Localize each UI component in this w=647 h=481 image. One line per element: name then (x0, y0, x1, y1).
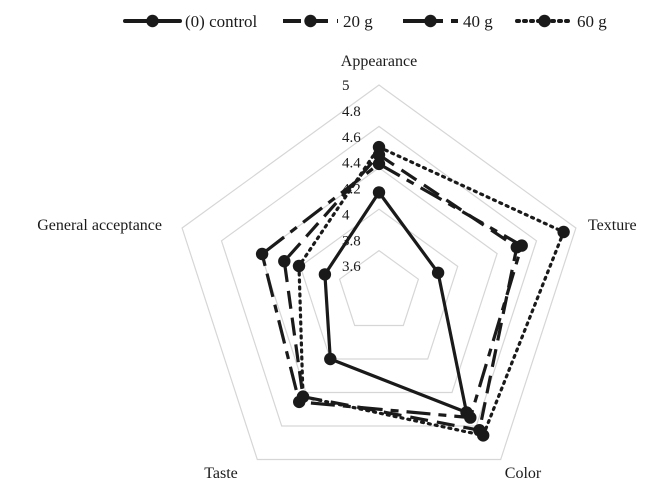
tick-label: 4 (342, 207, 350, 223)
series (292, 140, 570, 442)
tick-label: 5 (342, 78, 350, 94)
legend: (0) control 20 g 40 g 60 g (123, 12, 607, 31)
legend-marker (424, 14, 437, 28)
radar-grid (181, 84, 577, 461)
tick-label: 4.4 (342, 156, 361, 172)
data-point (372, 186, 386, 199)
grid-ring (299, 208, 459, 360)
series (278, 148, 523, 437)
axis-label: Taste (204, 465, 238, 481)
series-line (260, 162, 524, 420)
legend-label: 40 g (463, 12, 493, 31)
data-point (372, 157, 386, 171)
data-point (324, 352, 337, 366)
legend-item: 40 g (403, 12, 493, 31)
axis-label: Color (505, 465, 542, 481)
legend-label: (0) control (185, 12, 258, 31)
axis-label: Appearance (341, 53, 417, 70)
legend-item: 20 g (283, 12, 373, 31)
series-line (323, 190, 469, 414)
data-point (372, 140, 386, 154)
series-line (297, 145, 566, 437)
data-point (292, 259, 306, 273)
data-point (296, 390, 310, 403)
series-group (255, 140, 570, 442)
grid-ring (338, 249, 420, 327)
legend-marker (146, 14, 159, 28)
data-point (464, 411, 477, 424)
tick-label: 4.6 (342, 130, 361, 146)
data-point (278, 255, 291, 268)
data-point (431, 266, 445, 279)
data-point (557, 225, 570, 239)
data-point (318, 268, 332, 281)
data-point (255, 247, 269, 261)
tick-labels: 3.63.844.24.44.64.85 (342, 78, 361, 275)
legend-label: 20 g (343, 12, 373, 31)
axis-label: General acceptance (37, 217, 162, 234)
tick-label: 4.8 (342, 104, 361, 120)
data-point (477, 429, 490, 442)
legend-label: 60 g (577, 12, 607, 31)
legend-item: 60 g (515, 12, 607, 31)
grid-ring (181, 84, 577, 461)
tick-label: 3.6 (342, 259, 361, 275)
legend-item: (0) control (123, 12, 258, 31)
series-line (282, 153, 519, 432)
legend-marker (304, 14, 317, 28)
grid-ring (220, 125, 538, 427)
series (318, 186, 473, 419)
data-point (515, 239, 528, 252)
axis-labels: Appearance Texture Color Taste General accep… (37, 53, 636, 481)
axis-label: Texture (588, 217, 637, 234)
tick-label: 3.8 (342, 233, 361, 249)
legend-marker (538, 14, 551, 28)
